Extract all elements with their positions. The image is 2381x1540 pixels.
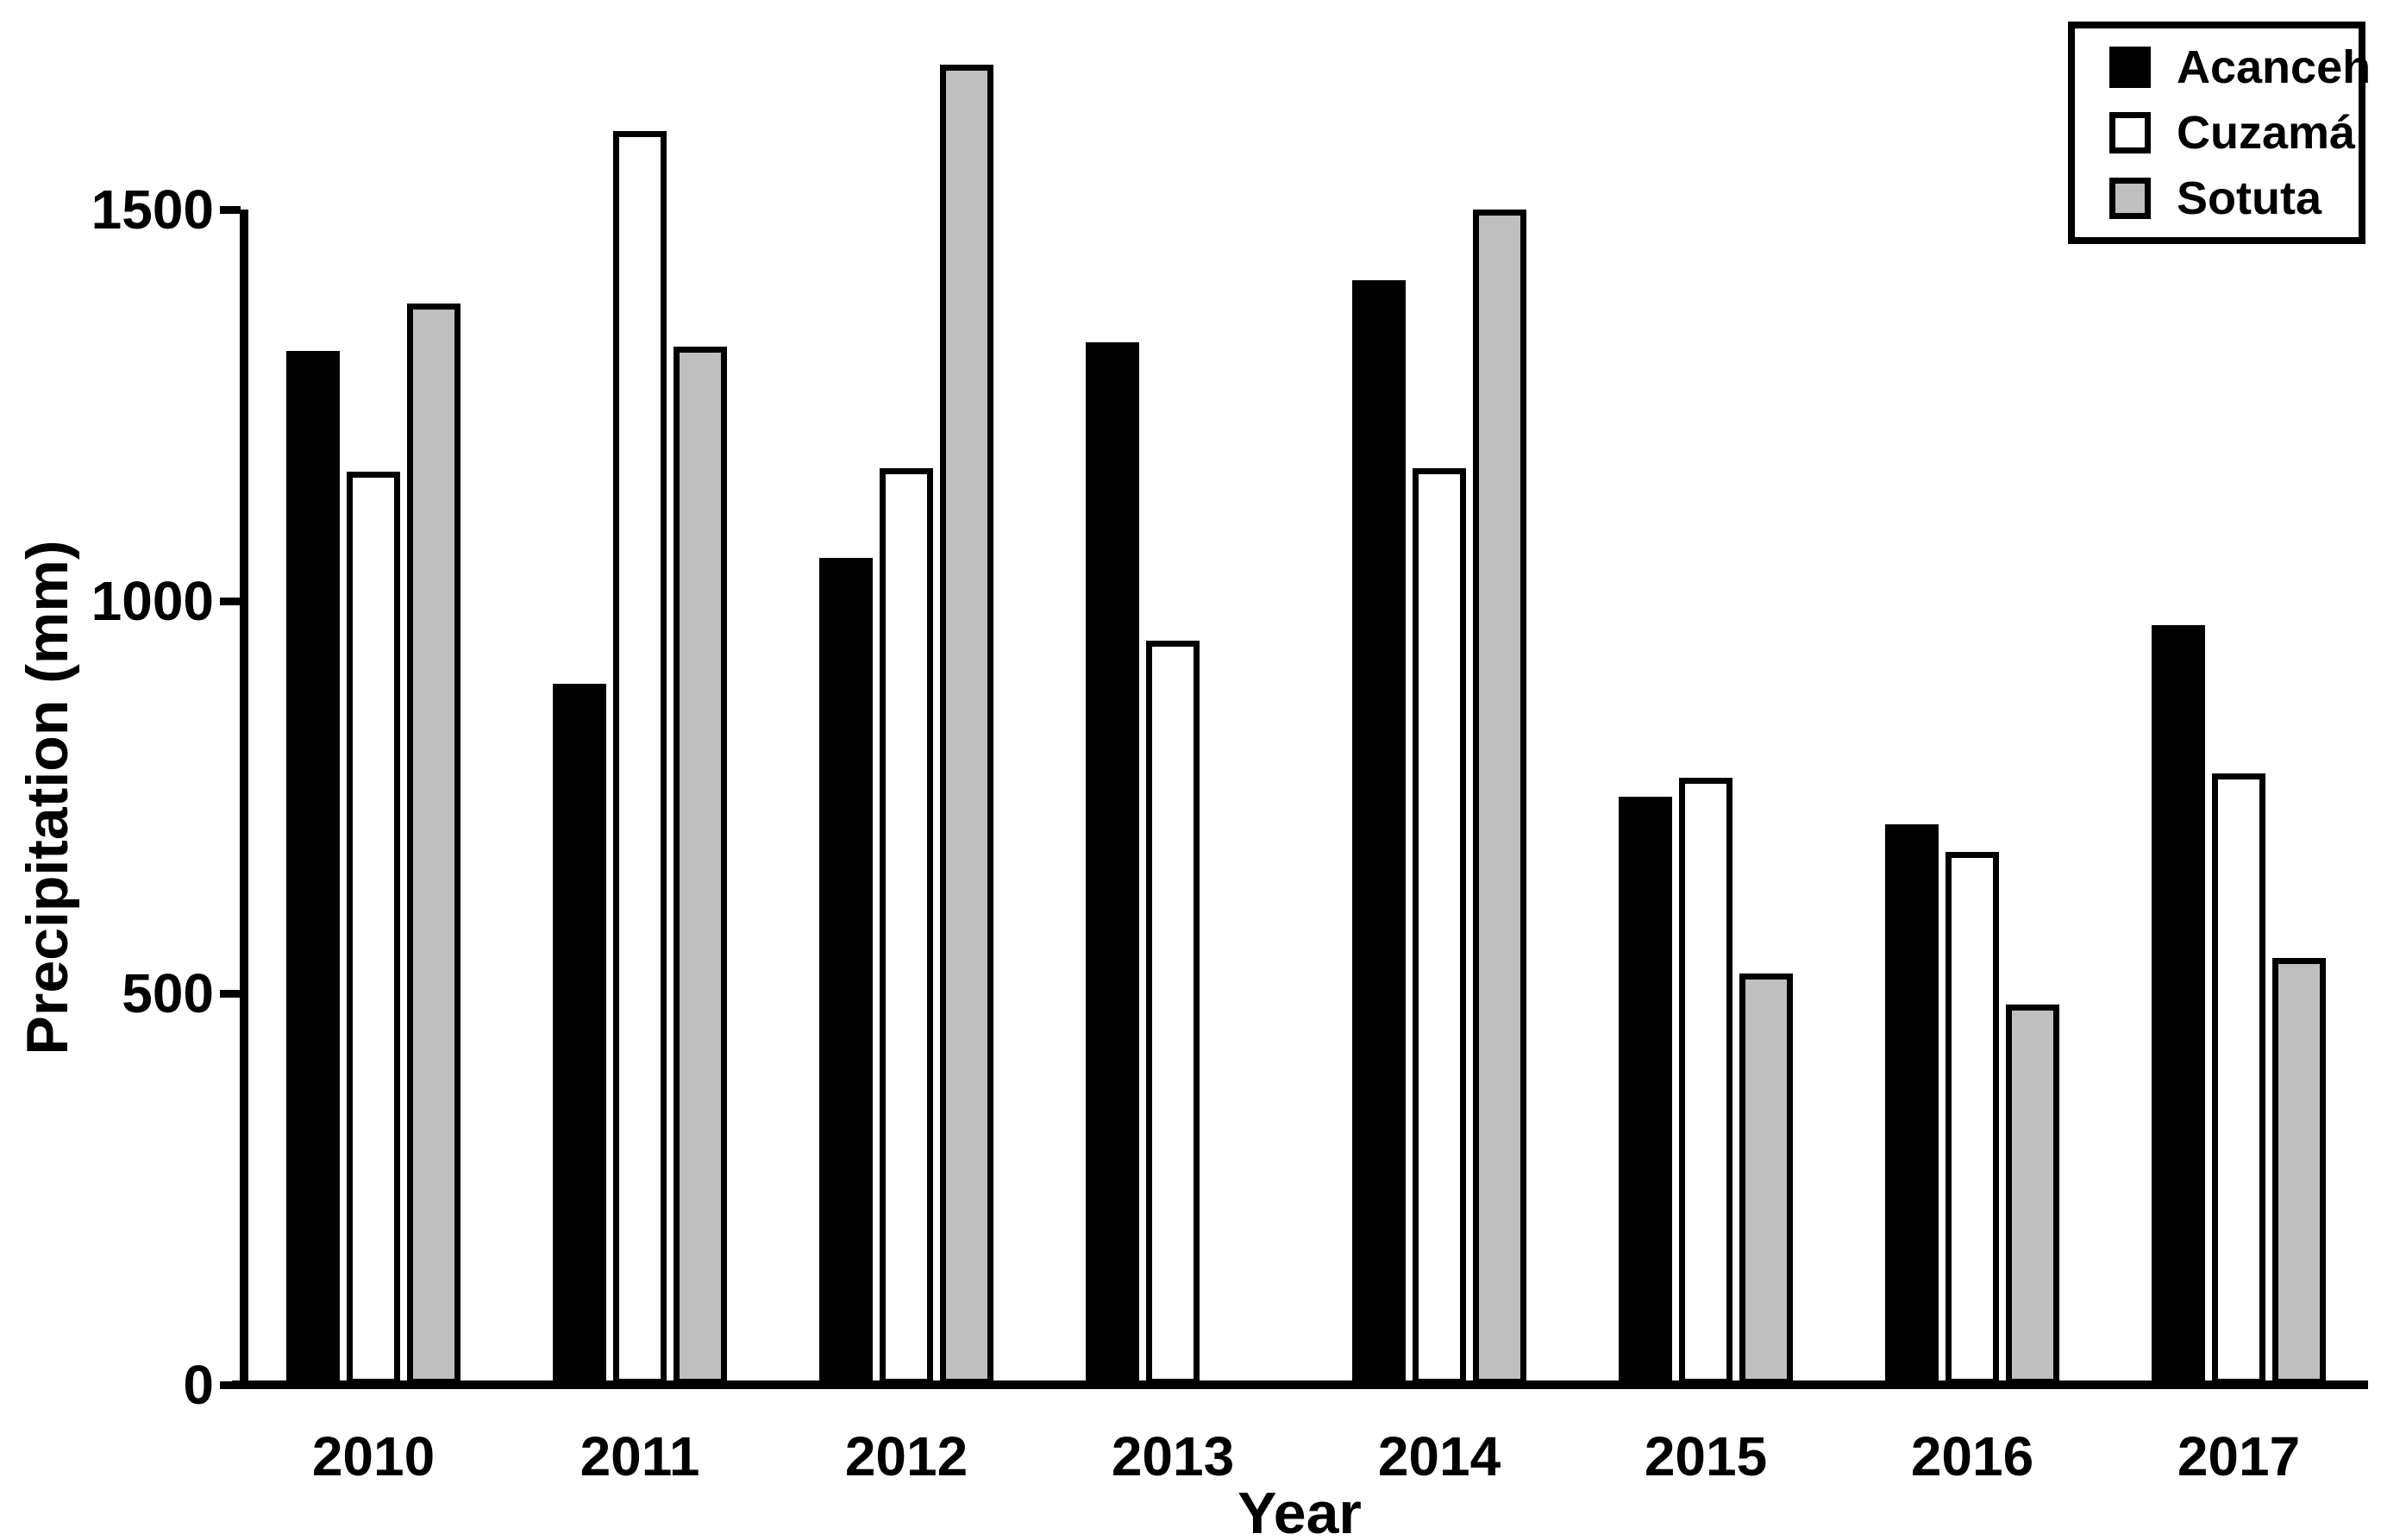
bar-cuzama-2014 bbox=[1413, 468, 1466, 1385]
x-category-label-2011: 2011 bbox=[580, 1425, 700, 1487]
y-tick-label-500: 500 bbox=[122, 961, 214, 1024]
legend-item: Cuzamá bbox=[2109, 106, 2359, 160]
bar-cuzama-2015 bbox=[1679, 778, 1732, 1385]
y-tick-label-0: 0 bbox=[183, 1354, 214, 1416]
legend-label: Acanceh bbox=[2177, 41, 2372, 93]
y-tick-1500 bbox=[220, 206, 241, 214]
bar-cuzama-2017 bbox=[2212, 773, 2265, 1385]
bar-cuzama-2010 bbox=[347, 472, 400, 1385]
x-category-label-2012: 2012 bbox=[844, 1425, 968, 1487]
bar-sotuta-2015 bbox=[1739, 973, 1793, 1385]
y-tick-500 bbox=[220, 989, 241, 998]
x-axis-title: Year bbox=[1237, 1481, 1362, 1540]
bar-cuzama-2011 bbox=[613, 131, 667, 1385]
bar-cuzama-2016 bbox=[1946, 852, 1999, 1385]
bar-sotuta-2014 bbox=[1473, 210, 1526, 1385]
y-axis-title: Precipitation (mm) bbox=[15, 540, 80, 1055]
bar-sotuta-2011 bbox=[674, 347, 727, 1385]
legend-swatch-icon bbox=[2109, 112, 2151, 153]
y-tick-label-1500: 1500 bbox=[91, 178, 214, 241]
bar-acanceh-2014 bbox=[1352, 280, 1406, 1385]
bar-sotuta-2012 bbox=[940, 65, 993, 1385]
bar-sotuta-2017 bbox=[2272, 958, 2326, 1385]
legend-label: Sotuta bbox=[2177, 172, 2321, 224]
legend-swatch-icon bbox=[2109, 178, 2151, 219]
x-category-label-2010: 2010 bbox=[311, 1425, 435, 1487]
x-category-label-2016: 2016 bbox=[1910, 1425, 2034, 1487]
bar-sotuta-2016 bbox=[2006, 1005, 2059, 1385]
y-axis-line bbox=[240, 210, 248, 1389]
x-axis-line bbox=[232, 1380, 2368, 1389]
x-category-label-2013: 2013 bbox=[1111, 1425, 1235, 1487]
bar-acanceh-2011 bbox=[553, 684, 606, 1385]
x-category-label-2014: 2014 bbox=[1377, 1425, 1501, 1487]
bar-acanceh-2017 bbox=[2152, 625, 2205, 1385]
bar-acanceh-2013 bbox=[1086, 342, 1139, 1385]
legend-item: Acanceh bbox=[2109, 41, 2371, 94]
y-tick-1000 bbox=[220, 598, 241, 606]
bar-sotuta-2010 bbox=[407, 304, 461, 1385]
y-tick-0 bbox=[220, 1381, 241, 1389]
legend-swatch-icon bbox=[2109, 47, 2151, 88]
bar-acanceh-2016 bbox=[1885, 824, 1939, 1385]
legend-item: Sotuta bbox=[2109, 172, 2359, 225]
x-category-label-2015: 2015 bbox=[1644, 1425, 1768, 1487]
bar-acanceh-2010 bbox=[286, 351, 340, 1385]
bar-acanceh-2012 bbox=[819, 558, 873, 1385]
legend-label: Cuzamá bbox=[2177, 107, 2356, 159]
legend: Acanceh Cuzamá Sotuta bbox=[2068, 22, 2371, 244]
x-category-label-2017: 2017 bbox=[2177, 1425, 2301, 1487]
bar-cuzama-2012 bbox=[880, 468, 933, 1385]
y-tick-label-1000: 1000 bbox=[91, 570, 214, 633]
bar-cuzama-2013 bbox=[1146, 641, 1200, 1385]
bar-acanceh-2015 bbox=[1619, 797, 1672, 1385]
